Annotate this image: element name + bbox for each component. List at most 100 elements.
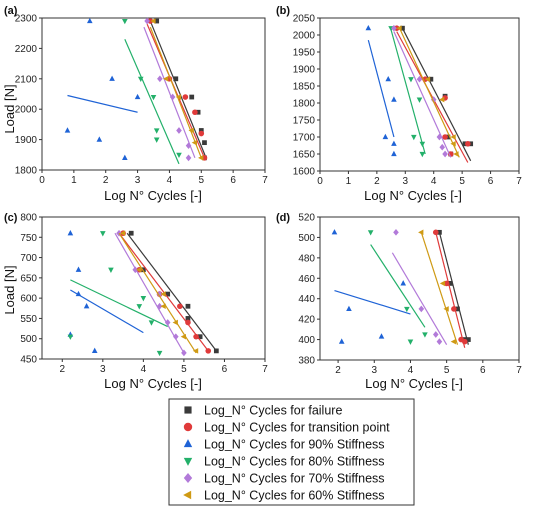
y-tick-label: 1800 [293, 99, 316, 110]
y-tick-label: 600 [20, 294, 37, 305]
data-point-s80 [367, 230, 374, 236]
data-point-s80 [408, 77, 414, 83]
data-point-s90 [382, 133, 389, 140]
data-point-s60 [418, 229, 424, 236]
x-tick-label: 4 [431, 176, 437, 187]
data-point-s90 [96, 136, 103, 142]
data-point-transition [177, 303, 183, 310]
fit-line-s80 [370, 244, 426, 328]
legend-label-s80: Log_N° Cycles for 80% Stiffness [204, 455, 385, 469]
data-point-s70 [156, 290, 163, 298]
series-s70 [143, 17, 196, 162]
data-point-s90 [385, 75, 392, 82]
series-s70 [391, 228, 448, 345]
legend-label-s70: Log_N° Cycles for 70% Stiffness [204, 472, 385, 486]
y-tick-label: 400 [298, 335, 315, 346]
data-point-transition [451, 306, 457, 312]
data-point-s80 [153, 128, 160, 134]
data-point-s70 [439, 143, 446, 151]
fit-line-s70 [143, 26, 196, 159]
data-point-failure [198, 128, 204, 133]
data-point-s90 [109, 75, 115, 81]
y-tick-label: 750 [20, 233, 37, 244]
fit-line-s60 [149, 26, 202, 159]
data-point-s70 [157, 75, 163, 83]
y-tick-label: 1900 [293, 65, 316, 76]
panel-c-plot: 2 3 4 5 6 7 450 500 550 600 650 700 750 800 [20, 213, 268, 376]
series-s90 [64, 17, 141, 160]
y-tick-label: 1900 [15, 135, 38, 146]
series-failure [149, 18, 207, 161]
fit-line-s70 [393, 31, 452, 158]
data-point-failure [468, 141, 474, 147]
data-point-s70 [176, 127, 182, 134]
x-tick-label: 3 [100, 364, 106, 375]
fit-line-s90 [70, 289, 144, 334]
data-point-transition [185, 319, 191, 326]
fit-line-s60 [399, 27, 460, 158]
x-tick-label: 2 [374, 176, 380, 187]
panel-d-label: (d) [276, 212, 290, 224]
panel-d: (d) Log N° Cycles [-] 2 3 4 5 6 7 380 400 420 440… [276, 212, 522, 391]
y-tick-label: 700 [20, 253, 37, 264]
y-tick-label: 2000 [293, 31, 316, 42]
fit-line-s90 [67, 94, 138, 113]
legend-marker-failure [184, 406, 192, 414]
data-point-s90 [331, 229, 338, 235]
data-point-s80 [67, 334, 74, 340]
series-s90 [365, 24, 397, 157]
fit-line-failure [438, 232, 469, 345]
data-point-failure [455, 306, 460, 312]
x-tick-label: 7 [262, 364, 268, 375]
data-point-s70 [391, 24, 397, 32]
panel-a-ylabel: Load [N] [2, 84, 17, 133]
data-point-failure [465, 337, 471, 342]
x-tick-label: 6 [230, 175, 236, 186]
x-tick-label: 4 [167, 175, 173, 186]
legend-item-s60: Log_N° Cycles for 60% Stiffness [183, 489, 385, 503]
data-point-s60 [119, 230, 126, 237]
data-point-failure [445, 134, 451, 140]
data-point-s90 [378, 333, 385, 339]
y-tick-label: 1950 [293, 48, 316, 59]
data-point-s80 [150, 94, 157, 101]
data-point-s60 [450, 134, 456, 140]
y-tick-label: 2300 [15, 14, 38, 25]
series-transition [393, 25, 471, 163]
data-point-s80 [176, 152, 182, 159]
legend-marker-transition [183, 422, 193, 432]
data-point-failure [185, 303, 191, 309]
fit-line-transition [435, 232, 466, 348]
series-s80 [367, 230, 428, 345]
data-point-transition [461, 338, 468, 345]
data-point-transition [465, 141, 471, 147]
data-point-s60 [160, 303, 166, 310]
data-point-s80 [407, 339, 414, 345]
legend-item-s90: Log_N° Cycles for 90% Stiffness [183, 438, 385, 452]
legend-label-s60: Log_N° Cycles for 60% Stiffness [204, 489, 385, 503]
data-point-failure [197, 334, 203, 340]
data-point-transition [198, 130, 205, 137]
data-point-s90 [122, 154, 128, 160]
legend-item-failure: Log_N° Cycles for failure [184, 404, 342, 418]
data-point-s60 [180, 333, 187, 340]
data-point-s70 [156, 302, 163, 310]
data-point-failure [165, 291, 171, 297]
y-tick-label: 1850 [293, 82, 316, 93]
fit-line-s70 [391, 252, 448, 345]
data-point-transition [182, 94, 189, 100]
panel-c-xlabel: Log N° Cycles [-] [104, 376, 202, 391]
plot-frame [41, 216, 266, 360]
data-point-s70 [169, 93, 176, 101]
data-point-s60 [175, 94, 182, 100]
y-tick-label: 650 [20, 273, 37, 284]
fit-line-s60 [118, 232, 197, 354]
x-tick-label: 2 [335, 365, 341, 376]
y-tick-label: 450 [20, 355, 37, 366]
fit-line-transition [396, 31, 469, 163]
data-point-transition [443, 280, 450, 287]
series-failure [437, 229, 471, 345]
y-tick-label: 2000 [15, 105, 38, 116]
plot-frame [319, 216, 520, 361]
